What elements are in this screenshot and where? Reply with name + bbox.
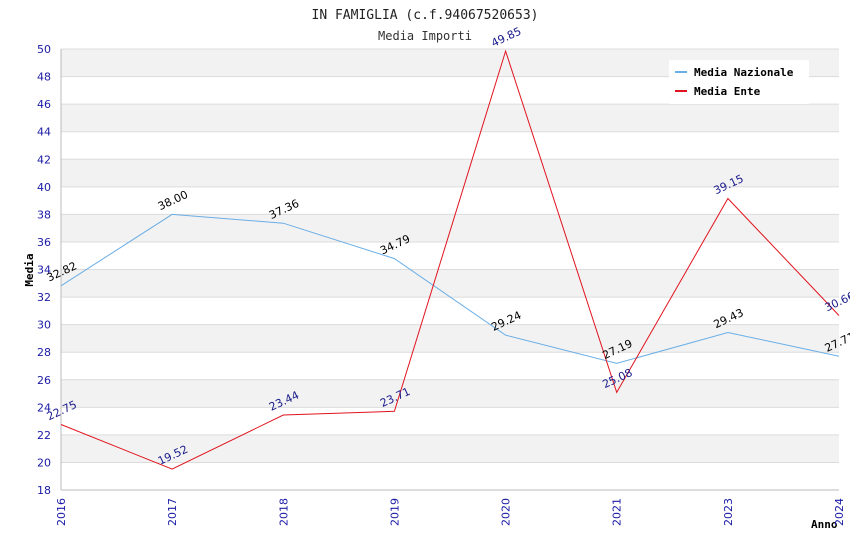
plot-band <box>61 186 839 215</box>
y-tick-label: 28 <box>37 346 51 359</box>
plot-band <box>61 214 839 242</box>
legend: Media Nazionale Media Ente <box>669 60 809 104</box>
plot-band <box>61 241 839 270</box>
y-tick-label: 24 <box>37 401 51 414</box>
y-tick-label: 42 <box>37 153 51 166</box>
x-axis-label: Anno <box>811 518 838 531</box>
x-tick-label: 2020 <box>500 498 513 526</box>
series-line-media-nazionale <box>60 213 840 364</box>
series-lines <box>60 49 840 470</box>
chart-subtitle: Media Importi <box>378 29 472 43</box>
plot-band <box>61 352 839 380</box>
plot-band <box>61 462 839 490</box>
y-tick-label: 22 <box>37 429 51 442</box>
y-tick-label: 48 <box>37 71 51 84</box>
x-tick-label: 2016 <box>55 498 68 526</box>
y-tick-label: 46 <box>37 98 51 111</box>
y-tick-label: 34 <box>37 264 51 277</box>
plot-band <box>61 434 839 463</box>
series-line-media-ente <box>60 49 840 470</box>
x-tick-label: 2019 <box>388 498 401 526</box>
x-tick-label: 2018 <box>277 498 290 526</box>
y-tick-label: 38 <box>37 208 51 221</box>
y-tick-label: 32 <box>37 291 51 304</box>
x-tick-label: 2017 <box>166 498 179 526</box>
plot-band <box>61 379 839 408</box>
plot-band <box>61 104 839 132</box>
grid-lines <box>60 48 839 491</box>
plot-background-bands <box>61 49 839 490</box>
plot-band <box>61 297 839 325</box>
y-tick-label: 30 <box>37 319 51 332</box>
y-tick-label: 50 <box>37 43 51 56</box>
plot-band <box>61 131 839 160</box>
legend-label: Media Ente <box>694 85 761 98</box>
plot-band <box>61 159 839 187</box>
x-axis-ticks: 2016 2017 2018 2019 2020 2021 2023 2024 <box>55 498 846 526</box>
y-tick-label: 18 <box>37 484 51 497</box>
data-label: 49.85 <box>489 25 523 50</box>
y-tick-label: 36 <box>37 236 51 249</box>
legend-box <box>669 60 809 104</box>
y-tick-label: 20 <box>37 456 51 469</box>
x-tick-label: 2021 <box>611 498 624 526</box>
x-tick-label: 2023 <box>722 498 735 526</box>
y-axis-label: Media <box>23 253 36 286</box>
chart-title: IN FAMIGLIA (c.f.94067520653) <box>312 8 539 23</box>
plot-band <box>61 269 839 298</box>
legend-label: Media Nazionale <box>694 66 794 79</box>
y-tick-label: 44 <box>37 126 51 139</box>
plot-band <box>61 407 839 435</box>
x-tick-label: 2024 <box>833 498 846 526</box>
y-tick-label: 26 <box>37 374 51 387</box>
plot-band <box>61 324 839 353</box>
y-tick-label: 40 <box>37 181 51 194</box>
y-axis-ticks: 18 20 22 24 26 28 30 32 34 36 38 40 42 44 46 48 50 <box>37 43 51 497</box>
